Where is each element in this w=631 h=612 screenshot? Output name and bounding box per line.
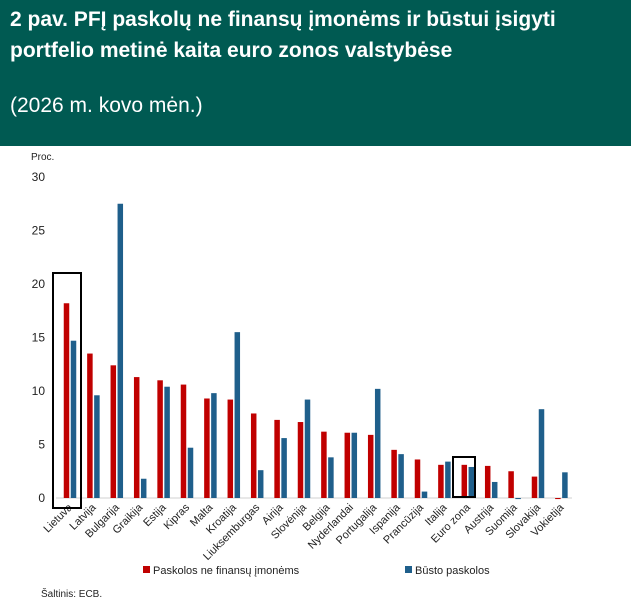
bar-Būsto paskolos: [328, 457, 334, 498]
bar-Būsto paskolos: [257, 470, 264, 498]
y-tick-label: 10: [32, 384, 46, 398]
bar-Paskolos ne finansų įmonėms: [297, 422, 304, 498]
bar-Paskolos ne finansų įmonėms: [321, 431, 327, 498]
y-tick-label: 20: [32, 277, 46, 291]
y-tick-label: 30: [32, 170, 46, 184]
bar-Paskolos ne finansų įmonėms: [63, 303, 70, 498]
bar-Būsto paskolos: [94, 395, 100, 498]
bar-Būsto paskolos: [562, 472, 568, 498]
bar-Paskolos ne finansų įmonėms: [438, 464, 444, 498]
y-tick-label: 15: [32, 331, 46, 345]
legend-label: Būsto paskolos: [415, 565, 490, 577]
bar-Būsto paskolos: [164, 386, 170, 498]
bar-Būsto paskolos: [211, 393, 217, 498]
bar-Paskolos ne finansų įmonėms: [180, 384, 187, 498]
bar-Būsto paskolos: [538, 409, 545, 498]
y-tick-label: 25: [32, 224, 46, 238]
bar-Būsto paskolos: [70, 340, 77, 498]
bar-Būsto paskolos: [491, 481, 498, 498]
bar-Būsto paskolos: [468, 466, 475, 498]
bar-Paskolos ne finansų įmonėms: [204, 398, 210, 498]
y-tick-label: 0: [38, 491, 45, 505]
bar-Būsto paskolos: [304, 399, 311, 498]
bar-Būsto paskolos: [140, 478, 147, 498]
bar-Būsto paskolos: [515, 498, 521, 500]
bar-Būsto paskolos: [398, 454, 404, 498]
bar-Paskolos ne finansų įmonėms: [531, 476, 538, 498]
bar-Būsto paskolos: [187, 447, 194, 498]
bar-Paskolos ne finansų įmonėms: [414, 459, 421, 498]
legend-swatch: [143, 566, 150, 573]
bar-Paskolos ne finansų įmonėms: [110, 365, 117, 498]
bar-chart: Proc.051015202530LietuvaLatvijaBulgarija…: [31, 152, 572, 577]
bar-Būsto paskolos: [374, 388, 381, 498]
bar-Paskolos ne finansų įmonėms: [157, 380, 163, 498]
bar-Paskolos ne finansų įmonėms: [274, 419, 280, 498]
bar-Paskolos ne finansų įmonėms: [367, 434, 374, 498]
bar-Paskolos ne finansų įmonėms: [87, 353, 93, 498]
y-axis-label: Proc.: [31, 152, 54, 163]
x-tick-label: Lietuva: [42, 501, 76, 535]
header-banner: 2 pav. PFĮ paskolų ne finansų įmonėms ir…: [0, 0, 631, 146]
page-title: 2 pav. PFĮ paskolų ne finansų įmonėms ir…: [10, 8, 556, 62]
bar-Būsto paskolos: [351, 432, 358, 498]
legend-swatch: [405, 566, 412, 573]
bar-Būsto paskolos: [234, 332, 241, 498]
source-note: Šaltinis: ECB.: [41, 589, 103, 600]
highlight-frame: [452, 456, 476, 498]
bar-Paskolos ne finansų įmonėms: [133, 377, 140, 498]
page-subtitle: (2026 m. kovo mėn.): [10, 94, 203, 117]
x-tick-label: Kipras: [162, 501, 193, 532]
legend-label: Paskolos ne finansų įmonėms: [153, 565, 300, 577]
bar-Būsto paskolos: [281, 438, 287, 498]
bar-Paskolos ne finansų įmonėms: [391, 449, 397, 498]
bar-Būsto paskolos: [117, 203, 124, 498]
bar-Paskolos ne finansų įmonėms: [484, 465, 491, 498]
bar-Paskolos ne finansų įmonėms: [344, 432, 351, 498]
y-tick-label: 5: [38, 438, 45, 452]
bar-Paskolos ne finansų įmonėms: [555, 498, 561, 500]
bar-Paskolos ne finansų įmonėms: [250, 413, 257, 498]
bar-Paskolos ne finansų įmonėms: [508, 471, 514, 498]
bar-Būsto paskolos: [445, 461, 451, 498]
bar-Paskolos ne finansų įmonėms: [461, 464, 468, 498]
bar-Būsto paskolos: [421, 491, 428, 498]
bar-Paskolos ne finansų įmonėms: [227, 399, 234, 498]
highlight-frame: [52, 272, 82, 509]
